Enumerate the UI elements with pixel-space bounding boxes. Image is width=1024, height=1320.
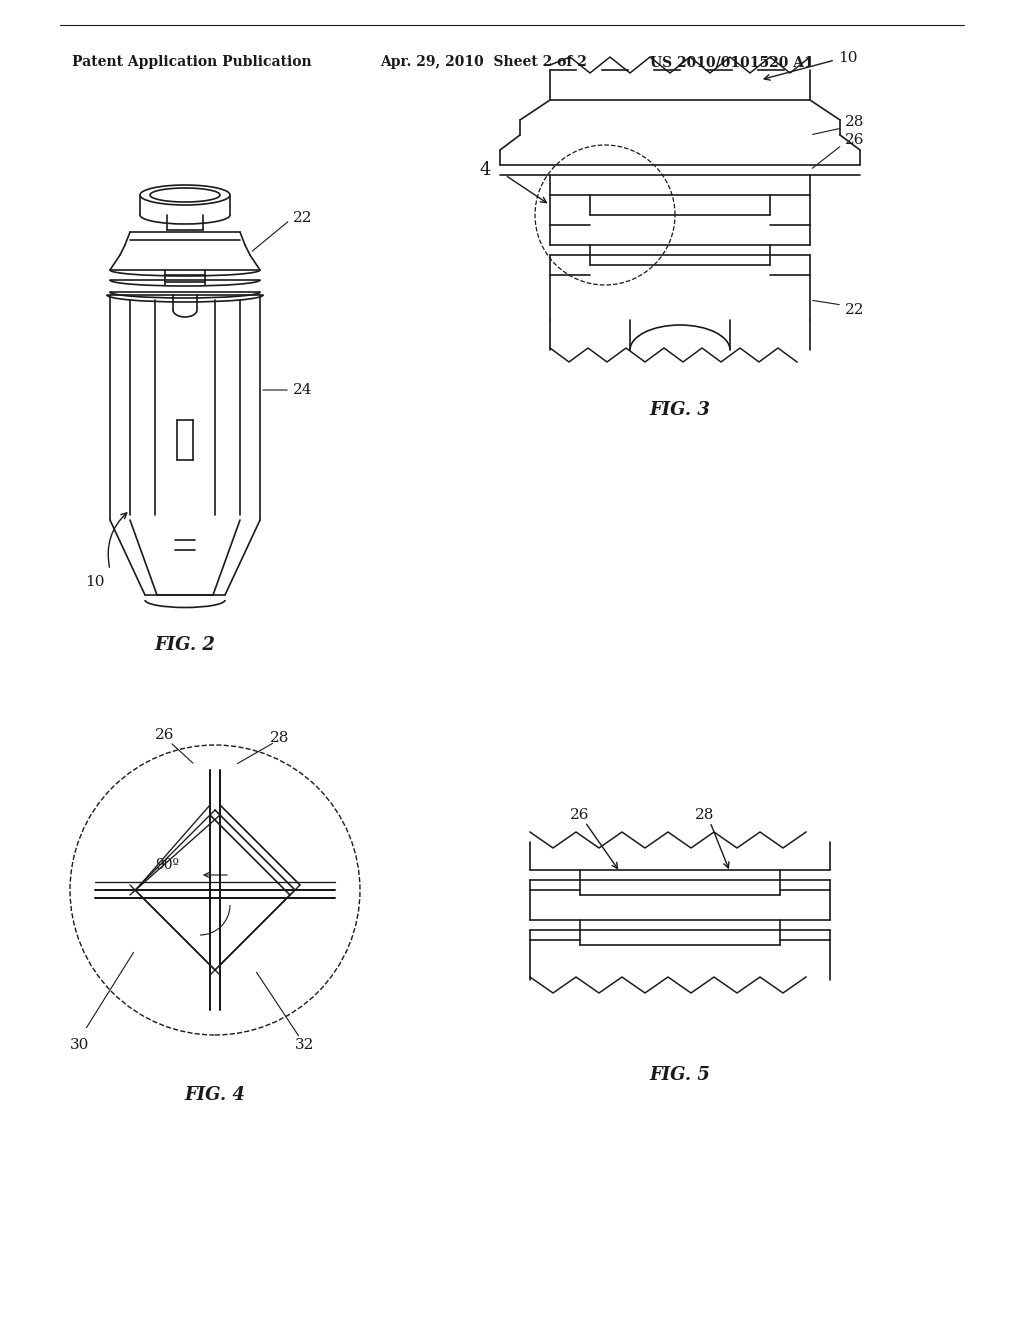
- Text: 4: 4: [480, 161, 492, 180]
- Text: 28: 28: [270, 731, 290, 744]
- Text: 22: 22: [845, 304, 864, 317]
- Text: FIG. 2: FIG. 2: [155, 636, 215, 653]
- Text: US 2010/0101520 A1: US 2010/0101520 A1: [650, 55, 814, 69]
- Text: FIG. 5: FIG. 5: [649, 1067, 711, 1084]
- Text: 32: 32: [295, 1038, 314, 1052]
- Text: 26: 26: [845, 133, 864, 147]
- Text: 10: 10: [838, 51, 857, 65]
- Text: 90º: 90º: [155, 858, 179, 873]
- Text: FIG. 4: FIG. 4: [184, 1086, 246, 1104]
- Text: 28: 28: [845, 115, 864, 129]
- Text: 22: 22: [293, 211, 312, 224]
- Text: 24: 24: [293, 383, 312, 397]
- Text: 28: 28: [695, 808, 715, 822]
- Text: Patent Application Publication: Patent Application Publication: [72, 55, 311, 69]
- Text: 30: 30: [70, 1038, 89, 1052]
- Text: FIG. 3: FIG. 3: [649, 401, 711, 418]
- Text: 10: 10: [85, 576, 104, 589]
- Text: 26: 26: [155, 729, 174, 742]
- Text: 26: 26: [570, 808, 590, 822]
- Text: Apr. 29, 2010  Sheet 2 of 2: Apr. 29, 2010 Sheet 2 of 2: [380, 55, 587, 69]
